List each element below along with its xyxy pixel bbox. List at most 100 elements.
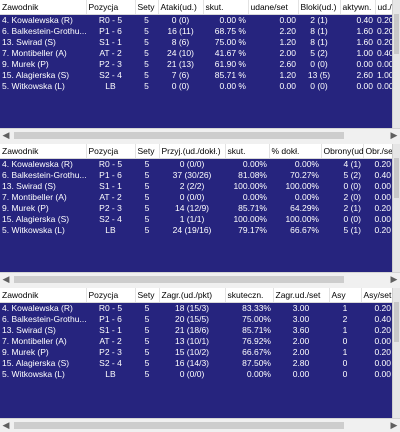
scroll-thumb[interactable] — [14, 276, 344, 283]
column-header[interactable]: Sety — [135, 288, 160, 303]
table-row[interactable]: 9. Murek (P) P2 - 3 5 21 (13) 61.90 % 2.60 0 (… — [0, 59, 393, 70]
column-header[interactable]: Asy/set — [361, 288, 393, 303]
table-cell: 100.00% — [285, 181, 319, 191]
table-cell: S2 - 4 — [99, 214, 122, 224]
column-header[interactable]: Zawodnik — [0, 0, 87, 15]
scroll-thumb[interactable] — [14, 422, 344, 429]
table-cell: 5 — [144, 181, 150, 191]
table-cell: R0 - 5 — [98, 159, 123, 169]
vertical-scrollbar[interactable] — [392, 288, 400, 419]
table-row[interactable]: 15. Alagierska (S) S2 - 4 5 16 (14/3) 87.50%… — [0, 358, 393, 369]
scroll-track[interactable] — [14, 422, 386, 429]
table-cell: 0.00% — [294, 159, 319, 169]
scroll-right-arrow-icon[interactable]: ▶ — [390, 420, 398, 430]
table-row[interactable]: 15. Alagierska (S) S2 - 4 5 7 (6) 85.71 % 1.2… — [0, 70, 393, 81]
table-cell: 1 — [342, 303, 348, 313]
scroll-thumb[interactable] — [14, 132, 344, 139]
table-row[interactable]: 4. Kowalewska (R) R0 - 5 5 18 (15/3) 83.33% 3… — [0, 303, 393, 315]
table-row[interactable]: 4. Kowalewska (R) R0 - 5 5 0 (0) 0.00 % 0.00 2… — [0, 15, 393, 27]
column-header[interactable]: Zawodnik — [0, 144, 87, 159]
table-row[interactable]: 13. Swirad (S) S1 - 1 5 8 (6) 75.00 % 1.20 8 (… — [0, 37, 393, 48]
column-header[interactable]: Zagr.(ud./pkt) — [159, 288, 226, 303]
table-cell: 5. Witkowska (L) — [2, 81, 65, 91]
scroll-thumb[interactable] — [394, 158, 399, 198]
column-header[interactable]: Bloki(ud.) — [298, 0, 341, 15]
table-cell: 0.00 — [292, 369, 310, 379]
column-header[interactable]: aktywn. — [340, 0, 376, 15]
table-cell: 16 (14/3) — [174, 358, 210, 368]
table-cell: 0 — [342, 369, 348, 379]
scroll-track[interactable] — [14, 132, 386, 139]
table-row[interactable]: 6. Balkestein-Grothu... P1 - 6 5 37 (30/26)… — [0, 170, 393, 181]
table-cell: 6. Balkestein-Grothu... — [2, 170, 86, 180]
table-cell: 4. Kowalewska (R) — [2, 159, 73, 169]
attack-block-stats-grid[interactable]: Zawodnik Pozycja Sety Ataki(ud.) skut. u… — [0, 0, 393, 129]
scroll-thumb[interactable] — [394, 14, 399, 54]
scroll-track[interactable] — [14, 276, 386, 283]
table-row[interactable]: 9. Murek (P) P2 - 3 5 15 (10/2) 66.67% 2.00 1 0… — [0, 347, 393, 358]
horizontal-scrollbar[interactable]: ◀ ▶ — [0, 128, 400, 142]
serve-stats-table: Zawodnik Pozycja Sety Zagr.(ud./pkt) sku… — [0, 288, 393, 380]
scroll-left-arrow-icon[interactable]: ◀ — [2, 130, 10, 140]
table-row[interactable]: 5. Witkowska (L) LB 5 0 (0) 0.00 % 0.00 0 (0) 0… — [0, 81, 393, 92]
table-row[interactable]: 13. Swirad (S) S1 - 1 5 21 (18/6) 85.71% 3.60… — [0, 325, 393, 336]
table-cell: 5 — [144, 347, 150, 357]
table-row[interactable]: 4. Kowalewska (R) R0 - 5 5 0 (0/0) 0.00% 0.00… — [0, 159, 393, 171]
table-cell: 2.80 — [292, 358, 310, 368]
reception-defense-stats-grid[interactable]: Zawodnik Pozycja Sety Przyj.(ud./dokł.) … — [0, 144, 393, 273]
table-row[interactable]: 7. Montibeller (A) AT - 2 5 13 (10/1) 76.92%… — [0, 336, 393, 347]
table-cell: 85.71 % — [214, 70, 246, 80]
column-header[interactable]: ud./se — [375, 0, 393, 15]
table-cell: 61.90 % — [214, 59, 246, 69]
table-row[interactable]: 6. Balkestein-Grothu... P1 - 6 5 16 (11) 68.… — [0, 26, 393, 37]
column-header[interactable]: Sety — [135, 0, 159, 15]
column-header[interactable]: skut. — [225, 144, 270, 159]
column-header[interactable]: Ataki(ud.) — [158, 0, 204, 15]
column-header[interactable]: Pozycja — [86, 0, 136, 15]
table-row[interactable]: 6. Balkestein-Grothu... P1 - 6 5 20 (15/5) 7… — [0, 314, 393, 325]
column-header[interactable]: skut. — [203, 0, 249, 15]
column-header[interactable]: udane/set — [248, 0, 299, 15]
table-cell: 41.67 % — [214, 48, 246, 58]
column-header[interactable]: Zawodnik — [0, 288, 87, 303]
column-header[interactable]: Pozycja — [86, 144, 136, 159]
table-cell: 66.67% — [290, 225, 319, 235]
column-header[interactable]: Zagr.ud./set — [273, 288, 330, 303]
table-row[interactable]: 15. Alagierska (S) S2 - 4 5 1 (1/1) 100.00% 1… — [0, 214, 393, 225]
table-row[interactable]: 9. Murek (P) P2 - 3 5 14 (12/9) 85.71% 64.29%… — [0, 203, 393, 214]
table-cell: 5 — [144, 192, 150, 202]
column-header[interactable]: Obr./se — [363, 144, 393, 159]
table-cell: 9. Murek (P) — [2, 59, 49, 69]
column-header[interactable]: skuteczn. — [225, 288, 274, 303]
table-cell: LB — [105, 369, 116, 379]
table-cell: 0 (0/0) — [179, 159, 205, 169]
column-header[interactable]: Pozycja — [86, 288, 136, 303]
scroll-right-arrow-icon[interactable]: ▶ — [390, 130, 398, 140]
column-header[interactable]: Asy — [329, 288, 362, 303]
table-cell: S2 - 4 — [99, 70, 122, 80]
vertical-scrollbar[interactable] — [392, 0, 400, 129]
scroll-right-arrow-icon[interactable]: ▶ — [390, 274, 398, 284]
table-cell: P1 - 6 — [99, 314, 122, 324]
table-cell: 5 — [144, 48, 149, 58]
table-cell: 2.00 — [292, 336, 310, 346]
column-header[interactable]: Sety — [135, 144, 160, 159]
table-row[interactable]: 7. Montibeller (A) AT - 2 5 0 (0/0) 0.00% 0.0… — [0, 192, 393, 203]
scroll-left-arrow-icon[interactable]: ◀ — [2, 274, 10, 284]
table-row[interactable]: 7. Montibeller (A) AT - 2 5 24 (10) 41.67 % 2… — [0, 48, 393, 59]
scroll-thumb[interactable] — [394, 302, 399, 342]
table-row[interactable]: 5. Witkowska (L) LB 5 0 (0/0) 0.00% 0.00 0 0.00 — [0, 369, 393, 380]
table-row[interactable]: 5. Witkowska (L) LB 5 24 (19/16) 79.17% 66.67… — [0, 225, 393, 236]
table-row[interactable]: 13. Swirad (S) S1 - 1 5 2 (2/2) 100.00% 100.0… — [0, 181, 393, 192]
horizontal-scrollbar[interactable]: ◀ ▶ — [0, 272, 400, 286]
serve-stats-grid[interactable]: Zawodnik Pozycja Sety Zagr.(ud./pkt) sku… — [0, 288, 393, 419]
column-header[interactable]: Przyj.(ud./dokł.) — [159, 144, 226, 159]
column-header[interactable]: % dokł. — [269, 144, 322, 159]
scroll-left-arrow-icon[interactable]: ◀ — [2, 420, 10, 430]
table-cell: 5 — [144, 325, 150, 335]
table-cell: 1 — [342, 325, 348, 335]
horizontal-scrollbar[interactable]: ◀ ▶ — [0, 418, 400, 432]
column-header[interactable]: Obrony(ud.) — [321, 144, 364, 159]
table-cell: 0.20 — [374, 203, 391, 213]
vertical-scrollbar[interactable] — [392, 144, 400, 273]
